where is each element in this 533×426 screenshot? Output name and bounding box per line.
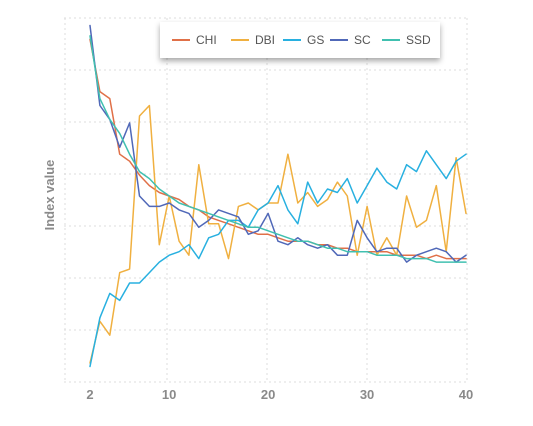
series-line-dbi xyxy=(89,104,467,364)
legend: CHI DBI GS SC SSD xyxy=(160,22,440,58)
x-tick-label: 10 xyxy=(162,387,176,402)
x-tick-label: 40 xyxy=(459,387,473,402)
series-line-chi xyxy=(89,38,467,260)
x-tick-label: 20 xyxy=(261,387,275,402)
grid xyxy=(64,17,468,383)
y-axis-title: Index value xyxy=(42,160,57,231)
legend-label-gs: GS xyxy=(307,33,324,47)
x-tick-label: 30 xyxy=(360,387,374,402)
series-line-ssd xyxy=(89,35,467,263)
x-tick-label: 2 xyxy=(86,387,93,402)
series-lines xyxy=(89,24,467,368)
x-axis-ticks: 2 10 20 30 40 xyxy=(86,387,473,402)
legend-label-sc: SC xyxy=(354,33,371,47)
legend-label-ssd: SSD xyxy=(406,33,431,47)
series-line-sc xyxy=(89,24,467,263)
legend-label-dbi: DBI xyxy=(255,33,275,47)
legend-label-chi: CHI xyxy=(196,33,217,47)
series-line-gs xyxy=(89,150,467,368)
